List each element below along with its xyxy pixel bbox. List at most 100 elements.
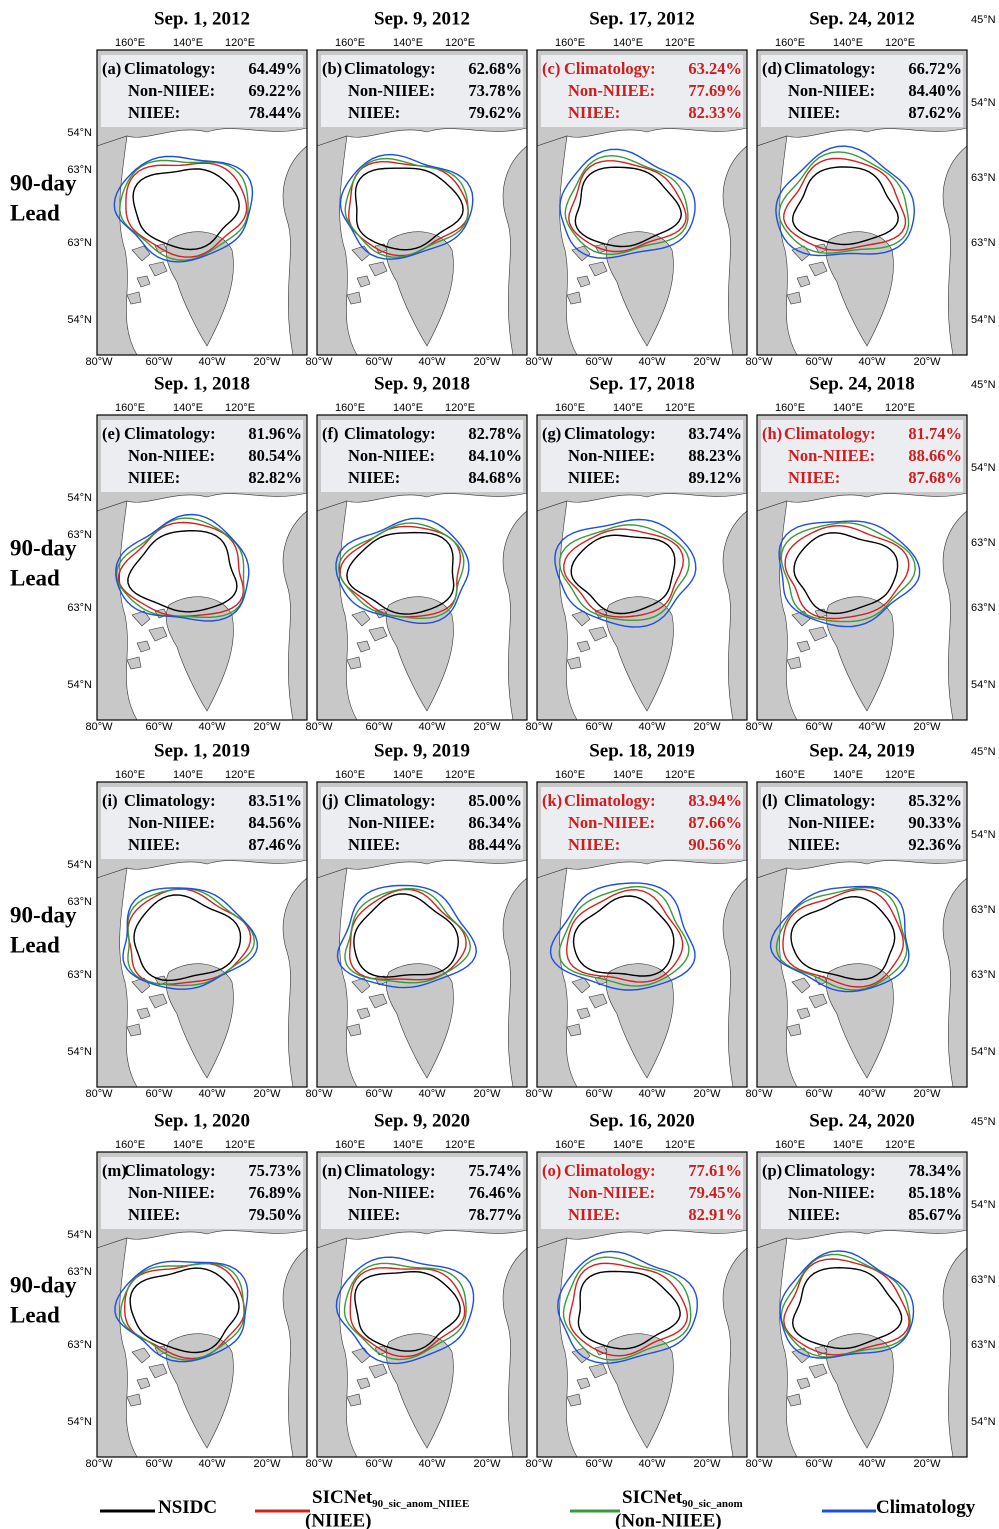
panel-title: Sep. 1, 2019	[154, 740, 250, 761]
legend-name: Climatology	[876, 1497, 976, 1518]
metric-label: NIIEE:	[128, 468, 180, 487]
ice-edge	[554, 518, 697, 628]
metric-label: NIIEE:	[568, 468, 620, 487]
metric-value: 62.68%	[468, 59, 522, 78]
panel-title: Sep. 17, 2012	[589, 8, 695, 29]
lon-label: 80°W	[85, 721, 113, 733]
land	[722, 1247, 748, 1458]
panel: Sep. 9, 2019 160°E 140°E 120°E 80°W 60°W 40°W 2…	[305, 740, 528, 1100]
metric-value: 92.36%	[908, 835, 962, 854]
score-box	[541, 420, 743, 492]
panel-title: Sep. 9, 2018	[374, 373, 470, 394]
metric-value: 76.89%	[248, 1183, 302, 1202]
lon-label: 20°W	[913, 356, 941, 368]
land	[942, 145, 968, 356]
lon-label: 120°E	[445, 769, 475, 781]
lon-label: 120°E	[225, 769, 255, 781]
lon-label: 40°W	[418, 1458, 446, 1470]
metric-label: Non-NIIEE:	[788, 1183, 875, 1202]
lat-label: 45°N	[971, 1116, 996, 1128]
lon-label: 20°W	[693, 1088, 721, 1100]
land	[502, 510, 528, 721]
ice-edge	[570, 534, 676, 615]
panel: Sep. 17, 2018 160°E 140°E 120°E 80°W 60°W 40°W…	[525, 373, 748, 733]
metric-label: Non-NIIEE:	[568, 81, 655, 100]
metric-value: 87.62%	[908, 103, 962, 122]
lon-label: 20°W	[693, 721, 721, 733]
lon-label: 60°W	[365, 1458, 393, 1470]
lon-label: 160°E	[115, 402, 145, 414]
row-label: 90-day	[10, 902, 77, 927]
lon-label: 140°E	[613, 769, 643, 781]
map-frame	[96, 49, 308, 356]
legend-label: SICNet90_sic_anom_NIIEE	[312, 1487, 469, 1509]
land	[756, 1237, 798, 1458]
panel: Sep. 9, 2018 160°E 140°E 120°E 80°W 60°W 40°W 2…	[305, 373, 528, 733]
metric-value: 87.46%	[248, 835, 302, 854]
panel-title: Sep. 16, 2020	[589, 1110, 695, 1131]
lon-label: 120°E	[445, 1139, 475, 1151]
land	[786, 608, 828, 670]
metric-label: NIIEE:	[568, 1205, 620, 1224]
lon-label: 140°E	[393, 402, 423, 414]
land	[385, 596, 454, 712]
lon-label: 160°E	[555, 37, 585, 49]
land	[96, 1237, 138, 1458]
lat-label: 54°N	[971, 97, 996, 109]
ice-edge	[336, 884, 478, 989]
lon-label: 120°E	[885, 402, 915, 414]
lon-label: 120°E	[885, 1139, 915, 1151]
metric-value: 82.82%	[248, 468, 302, 487]
metric-value: 90.33%	[908, 813, 962, 832]
ice-edge	[117, 521, 245, 617]
lon-label: 40°W	[418, 356, 446, 368]
ice-edge	[559, 148, 696, 259]
lon-label: 120°E	[445, 402, 475, 414]
map-frame	[536, 1151, 748, 1458]
lon-label: 60°W	[805, 1088, 833, 1100]
metric-value: 78.44%	[248, 103, 302, 122]
metric-value: 83.94%	[688, 791, 742, 810]
land	[825, 963, 894, 1079]
metric-value: 82.33%	[688, 103, 742, 122]
map-frame	[536, 49, 748, 356]
lon-label: 60°W	[365, 1088, 393, 1100]
lon-label: 80°W	[85, 1088, 113, 1100]
metric-label: Climatology:	[784, 59, 876, 78]
ice-edge	[354, 167, 464, 251]
lon-label: 60°W	[805, 1458, 833, 1470]
ice-edge	[775, 145, 915, 257]
lon-label: 80°W	[305, 1458, 333, 1470]
ice-edge	[127, 529, 238, 613]
lon-label: 140°E	[833, 1139, 863, 1151]
lon-label: 20°W	[473, 356, 501, 368]
legend-label: Climatology	[876, 1497, 976, 1518]
ice-edge	[563, 528, 685, 618]
lon-label: 20°W	[913, 721, 941, 733]
lon-label: 20°W	[473, 1088, 501, 1100]
ice-edge	[122, 887, 259, 990]
metric-value: 89.12%	[688, 468, 742, 487]
lon-label: 160°E	[335, 37, 365, 49]
lon-label: 60°W	[585, 721, 613, 733]
lon-label: 20°W	[913, 1458, 941, 1470]
lon-label: 80°W	[745, 1458, 773, 1470]
metric-label: NIIEE:	[128, 103, 180, 122]
ice-edge	[782, 157, 907, 251]
metric-label: NIIEE:	[568, 835, 620, 854]
lat-label: 54°N	[971, 1416, 996, 1428]
lon-label: 40°W	[418, 721, 446, 733]
metric-value: 75.73%	[248, 1161, 302, 1180]
lon-label: 140°E	[173, 37, 203, 49]
metric-label: Climatology:	[344, 1161, 436, 1180]
lon-label: 80°W	[525, 1458, 553, 1470]
lon-label: 120°E	[885, 37, 915, 49]
panel-title: Sep. 18, 2019	[589, 740, 695, 761]
land	[605, 1333, 674, 1449]
legend-note: (NIIEE)	[305, 1510, 372, 1529]
lon-label: 60°W	[145, 1458, 173, 1470]
lat-label: 54°N	[67, 1416, 92, 1428]
lat-label: 54°N	[67, 314, 92, 326]
score-box	[101, 787, 303, 859]
metric-value: 63.24%	[688, 59, 742, 78]
